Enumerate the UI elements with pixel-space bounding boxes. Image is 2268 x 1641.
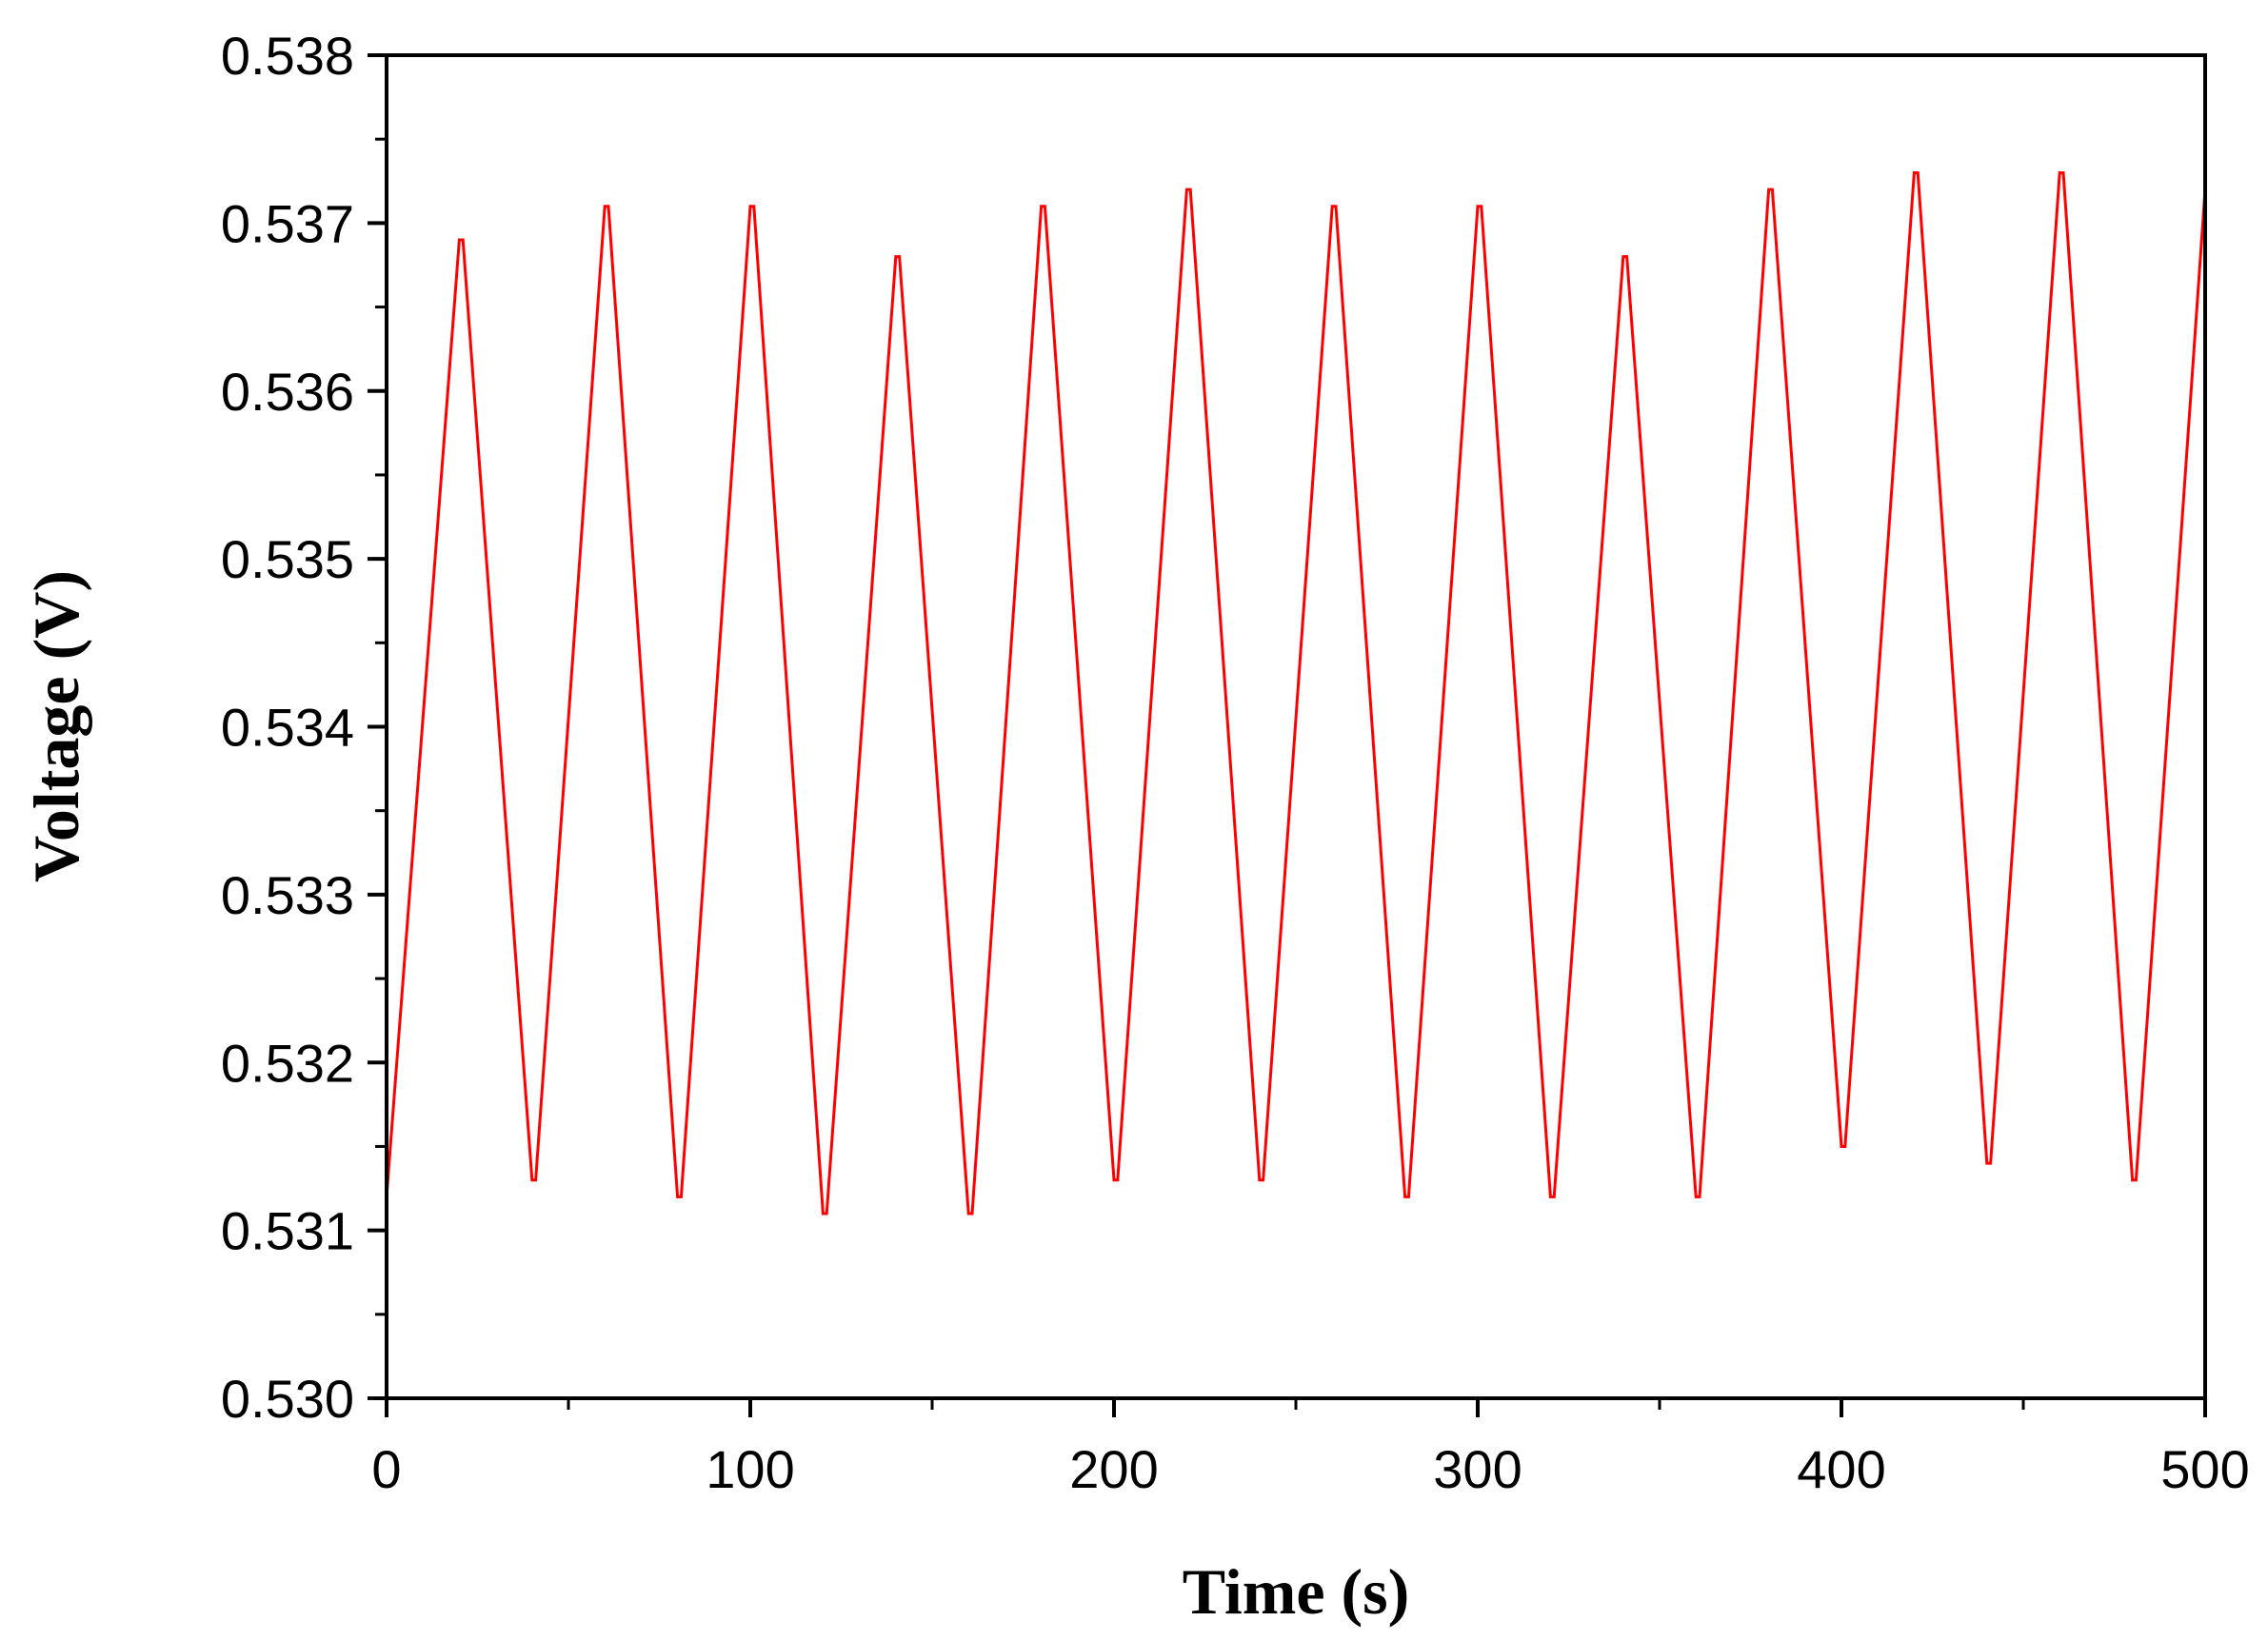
y-tick-label: 0.538 xyxy=(221,26,354,86)
y-tick-label: 0.534 xyxy=(221,698,354,758)
x-tick-label: 300 xyxy=(1433,1439,1522,1499)
x-tick-label: 200 xyxy=(1069,1439,1158,1499)
labels-layer: 0 100 200 300 400 500 0.530 0.531 0.532 0.533 0.53… xyxy=(221,26,2250,1499)
y-tick-label: 0.533 xyxy=(221,865,354,925)
y-tick-label: 0.536 xyxy=(221,362,354,422)
ticks-layer xyxy=(368,53,2207,1417)
plot-layer xyxy=(385,170,2207,1216)
y-axis-title: Voltage (V) xyxy=(20,570,92,882)
y-tick-label: 0.537 xyxy=(221,193,354,253)
x-axis-title: Time (s) xyxy=(1183,1555,1410,1628)
y-tick-label: 0.531 xyxy=(221,1201,354,1261)
x-tick-label: 100 xyxy=(706,1439,794,1499)
y-tick-label: 0.535 xyxy=(221,529,354,589)
y-tick-label: 0.530 xyxy=(221,1369,354,1429)
x-tick-label: 500 xyxy=(2160,1439,2249,1499)
voltage-series-line-0 xyxy=(385,170,2207,1216)
y-tick-label: 0.532 xyxy=(221,1033,354,1093)
x-tick-label: 0 xyxy=(371,1439,401,1499)
x-tick-label: 400 xyxy=(1797,1439,1885,1499)
